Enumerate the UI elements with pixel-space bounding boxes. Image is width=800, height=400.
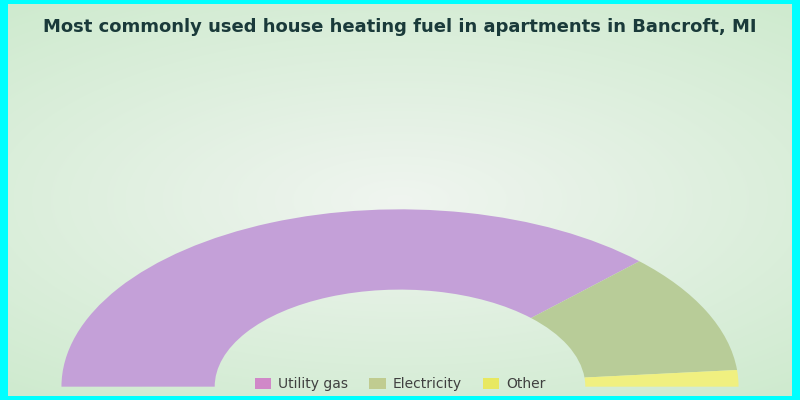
Wedge shape bbox=[62, 209, 639, 387]
Text: Most commonly used house heating fuel in apartments in Bancroft, MI: Most commonly used house heating fuel in… bbox=[43, 18, 757, 36]
Wedge shape bbox=[585, 370, 738, 387]
Legend: Utility gas, Electricity, Other: Utility gas, Electricity, Other bbox=[249, 372, 551, 397]
Wedge shape bbox=[531, 261, 737, 378]
